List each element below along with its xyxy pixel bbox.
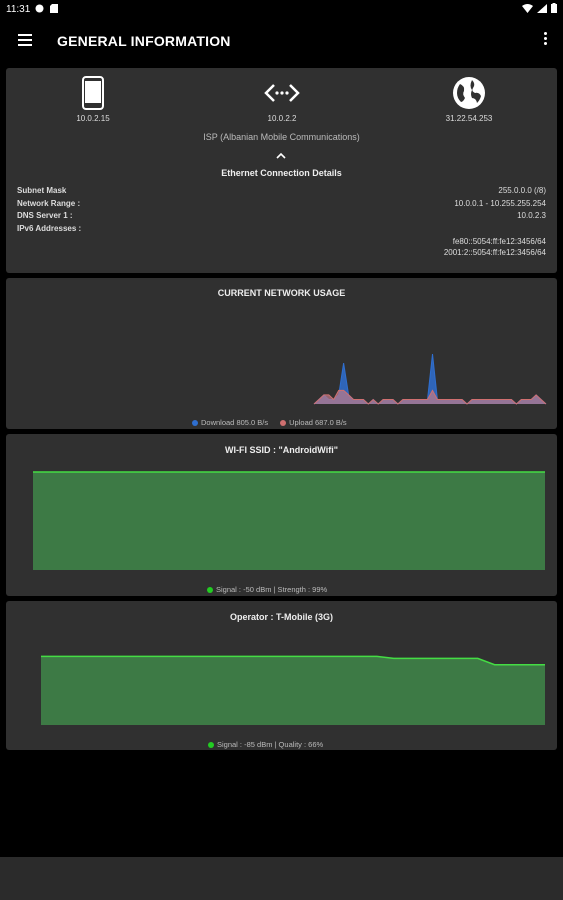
- isp-label: ISP (Albanian Mobile Communications): [203, 132, 360, 142]
- ip-info-card: 10.0.2.15 10.0.2.2 31.22.54.253 ISP (Alb…: [6, 68, 557, 273]
- network-usage-card: CURRENT NETWORK USAGE Download 805.0 B/s…: [6, 278, 557, 429]
- device-ip: 10.0.2.15: [76, 114, 110, 123]
- ipv6-address-2: 2001:2::5054:ff:fe12:3456/64: [443, 248, 546, 257]
- wifi-signal-chart: [33, 471, 545, 570]
- download-legend-label: Download 805.0 B/s: [201, 418, 269, 427]
- menu-icon[interactable]: [18, 34, 32, 46]
- status-right: [522, 3, 557, 13]
- download-legend-dot: [192, 419, 198, 426]
- usage-series-area-1: [314, 390, 546, 404]
- upload-legend-dot: [280, 419, 287, 426]
- usage-series-line-1: [313, 389, 547, 405]
- wifi-legend-dot: [207, 586, 213, 593]
- subnet-mask-value: 255.0.0.0 (/8): [498, 186, 546, 195]
- status-bar: 11:31: [0, 0, 563, 20]
- public-ip-group: 31.22.54.253: [409, 76, 529, 123]
- wifi-signal-card: WI-FI SSID : "AndroidWifi" Signal : -50 …: [6, 434, 557, 596]
- more-options-icon[interactable]: [542, 32, 548, 48]
- operator-signal-area: [41, 656, 545, 725]
- wifi-legend: Signal : -50 dBm | Strength : 99%: [207, 585, 327, 594]
- status-time: 11:31: [6, 4, 31, 15]
- globe-icon: [453, 77, 485, 109]
- smartphone-icon: [82, 76, 104, 110]
- upload-legend-label: Upload 687.0 B/s: [289, 418, 347, 427]
- network-gateway-icon: [264, 84, 300, 102]
- wifi-ssid-title: WI-FI SSID : "AndroidWifi": [225, 445, 338, 455]
- network-range-value: 10.0.0.1 - 10.255.255.254: [454, 199, 546, 208]
- operator-signal-card: Operator : T-Mobile (3G) Signal : -85 dB…: [6, 601, 557, 750]
- sync-icon: [35, 4, 44, 13]
- operator-signal-line: [41, 655, 545, 666]
- app-bar: GENERAL INFORMATION: [0, 20, 563, 62]
- network-usage-title: CURRENT NETWORK USAGE: [217, 288, 346, 298]
- network-usage-legend: Download 805.0 B/s Upload 687.0 B/s: [192, 418, 347, 427]
- subnet-mask-label: Subnet Mask: [17, 186, 67, 195]
- wifi-signal-area: [33, 472, 545, 570]
- device-ip-group: 10.0.2.15: [33, 76, 153, 123]
- operator-legend-label: Signal : -85 dBm | Quality : 66%: [217, 740, 324, 749]
- dns-server-label: DNS Server 1 :: [17, 211, 73, 220]
- connection-details-title: Ethernet Connection Details: [221, 168, 342, 178]
- cell-signal-icon: [537, 3, 547, 13]
- dns-server-value: 10.0.2.3: [517, 211, 546, 220]
- bottom-navigation-area: [0, 857, 563, 900]
- operator-signal-chart: [41, 655, 545, 725]
- operator-title: Operator : T-Mobile (3G): [229, 612, 333, 622]
- wifi-legend-label: Signal : -50 dBm | Strength : 99%: [216, 585, 328, 594]
- battery-icon: [551, 3, 557, 13]
- sd-card-icon: [50, 4, 58, 13]
- gateway-ip: 10.0.2.2: [267, 114, 297, 123]
- page-title: GENERAL INFORMATION: [57, 33, 231, 49]
- gateway-ip-group: 10.0.2.2: [222, 76, 342, 123]
- network-range-label: Network Range :: [17, 199, 81, 208]
- network-usage-chart: [313, 353, 547, 405]
- ipv6-label: IPv6 Addresses :: [17, 224, 82, 233]
- wifi-icon: [522, 3, 533, 13]
- public-ip: 31.22.54.253: [445, 114, 493, 123]
- operator-legend: Signal : -85 dBm | Quality : 66%: [208, 740, 323, 749]
- ipv6-address-1: fe80::5054:ff:fe12:3456/64: [452, 237, 546, 246]
- operator-legend-dot: [208, 741, 214, 748]
- chevron-up-icon[interactable]: [276, 152, 286, 159]
